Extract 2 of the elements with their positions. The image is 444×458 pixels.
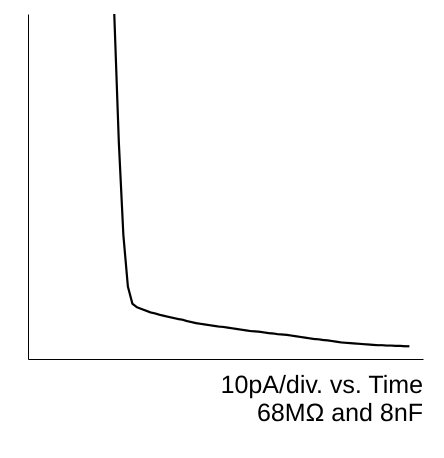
text: 68MΩ and 8nF <box>256 399 423 427</box>
text: 10pA/div. vs. Time <box>220 371 423 399</box>
